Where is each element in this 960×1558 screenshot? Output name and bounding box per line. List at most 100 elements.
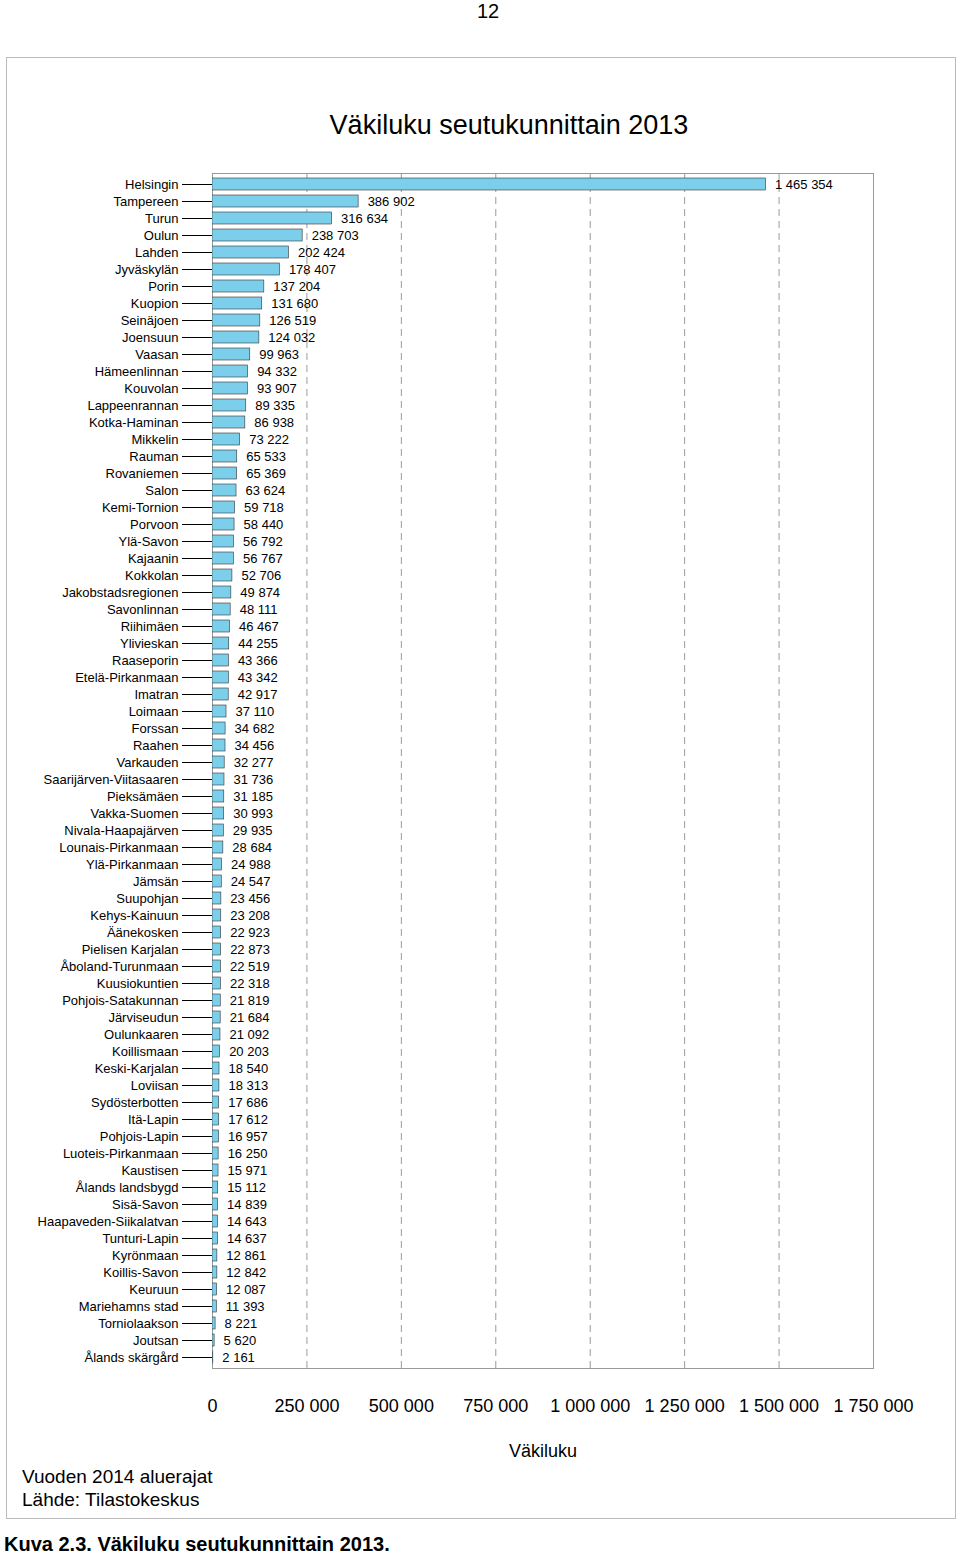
svg-text:Pieksämäen: Pieksämäen (107, 789, 179, 804)
svg-text:Kotka-Haminan: Kotka-Haminan (89, 415, 179, 430)
svg-text:Lahden: Lahden (135, 245, 178, 260)
svg-text:Loviisan: Loviisan (131, 1078, 179, 1093)
svg-text:29 935: 29 935 (233, 823, 273, 838)
svg-text:1 750 000: 1 750 000 (833, 1396, 913, 1416)
svg-text:16 250: 16 250 (228, 1146, 268, 1161)
svg-text:Riihimäen: Riihimäen (121, 619, 179, 634)
svg-text:Åboland-Turunmaan: Åboland-Turunmaan (60, 959, 178, 974)
svg-text:42 917: 42 917 (238, 687, 278, 702)
svg-text:14 643: 14 643 (227, 1214, 267, 1229)
svg-text:59 718: 59 718 (244, 500, 284, 515)
svg-text:Hämeenlinnan: Hämeenlinnan (95, 364, 179, 379)
svg-text:Tampereen: Tampereen (113, 194, 178, 209)
svg-text:316 634: 316 634 (341, 211, 388, 226)
svg-text:Kouvolan: Kouvolan (124, 381, 178, 396)
svg-text:56 792: 56 792 (243, 534, 283, 549)
svg-text:43 366: 43 366 (238, 653, 278, 668)
svg-text:Koillismaan: Koillismaan (112, 1044, 178, 1059)
svg-text:24 547: 24 547 (231, 874, 271, 889)
svg-text:Ylä-Savon: Ylä-Savon (119, 534, 179, 549)
svg-text:11 393: 11 393 (226, 1299, 265, 1314)
svg-text:43 342: 43 342 (238, 670, 278, 685)
svg-text:37 110: 37 110 (236, 704, 275, 719)
svg-text:23 208: 23 208 (230, 908, 270, 923)
svg-text:Varkauden: Varkauden (117, 755, 179, 770)
svg-text:Pielisen Karjalan: Pielisen Karjalan (82, 942, 179, 957)
svg-text:Seinäjoen: Seinäjoen (121, 313, 179, 328)
svg-text:500 000: 500 000 (369, 1396, 434, 1416)
svg-text:178 407: 178 407 (289, 262, 336, 277)
svg-text:48 111: 48 111 (240, 602, 278, 617)
svg-text:Tunturi-Lapin: Tunturi-Lapin (102, 1231, 178, 1246)
svg-text:Jämsän: Jämsän (133, 874, 179, 889)
svg-text:Väkiluku: Väkiluku (509, 1441, 577, 1461)
svg-text:Forssan: Forssan (132, 721, 179, 736)
svg-text:46 467: 46 467 (239, 619, 279, 634)
svg-text:89 335: 89 335 (255, 398, 295, 413)
svg-text:86 938: 86 938 (254, 415, 294, 430)
svg-text:Koillis-Savon: Koillis-Savon (103, 1265, 178, 1280)
svg-text:65 533: 65 533 (246, 449, 286, 464)
svg-text:Torniolaakson: Torniolaakson (98, 1316, 178, 1331)
svg-text:8 221: 8 221 (225, 1316, 258, 1331)
svg-text:Salon: Salon (145, 483, 178, 498)
svg-text:12 842: 12 842 (226, 1265, 266, 1280)
svg-text:238 703: 238 703 (312, 228, 359, 243)
svg-text:22 318: 22 318 (230, 976, 270, 991)
svg-text:31 185: 31 185 (233, 789, 273, 804)
svg-text:63 624: 63 624 (246, 483, 286, 498)
svg-text:58 440: 58 440 (244, 517, 284, 532)
svg-text:Äänekosken: Äänekosken (107, 925, 179, 940)
svg-text:Kuusiokuntien: Kuusiokuntien (97, 976, 179, 991)
svg-text:Jyväskylän: Jyväskylän (115, 262, 179, 277)
svg-text:Kemi-Tornion: Kemi-Tornion (102, 500, 179, 515)
svg-text:Ålands landsbygd: Ålands landsbygd (76, 1180, 179, 1195)
svg-text:Lappeenrannan: Lappeenrannan (87, 398, 178, 413)
svg-text:52 706: 52 706 (241, 568, 281, 583)
svg-text:Ålands skärgård: Ålands skärgård (85, 1350, 179, 1365)
svg-text:0: 0 (207, 1396, 217, 1416)
svg-text:16 957: 16 957 (228, 1129, 268, 1144)
svg-text:23 456: 23 456 (230, 891, 270, 906)
svg-text:Kajaanin: Kajaanin (128, 551, 179, 566)
svg-text:56 767: 56 767 (243, 551, 283, 566)
svg-text:750 000: 750 000 (463, 1396, 528, 1416)
svg-text:17 612: 17 612 (228, 1112, 268, 1127)
svg-text:31 736: 31 736 (233, 772, 273, 787)
svg-text:12 087: 12 087 (226, 1282, 266, 1297)
svg-text:Pohjois-Satakunnan: Pohjois-Satakunnan (62, 993, 178, 1008)
svg-text:Järviseudun: Järviseudun (108, 1010, 178, 1025)
svg-text:Joensuun: Joensuun (122, 330, 178, 345)
svg-text:1 465 354: 1 465 354 (775, 177, 833, 192)
svg-text:386 902: 386 902 (368, 194, 415, 209)
svg-text:Kyrönmaan: Kyrönmaan (112, 1248, 178, 1263)
svg-text:Suupohjan: Suupohjan (116, 891, 178, 906)
svg-text:Kehys-Kainuun: Kehys-Kainuun (90, 908, 178, 923)
svg-text:202 424: 202 424 (298, 245, 345, 260)
svg-text:34 456: 34 456 (235, 738, 275, 753)
svg-text:137 204: 137 204 (273, 279, 320, 294)
svg-text:Rauman: Rauman (129, 449, 178, 464)
svg-text:21 819: 21 819 (230, 993, 270, 1008)
svg-text:Vaasan: Vaasan (135, 347, 178, 362)
svg-text:93 907: 93 907 (257, 381, 297, 396)
svg-text:Raaseporin: Raaseporin (112, 653, 179, 668)
svg-text:24 988: 24 988 (231, 857, 271, 872)
svg-text:126 519: 126 519 (269, 313, 316, 328)
svg-text:20 203: 20 203 (229, 1044, 269, 1059)
svg-text:15 971: 15 971 (228, 1163, 268, 1178)
svg-text:131 680: 131 680 (271, 296, 318, 311)
svg-text:44 255: 44 255 (238, 636, 278, 651)
svg-text:14 637: 14 637 (227, 1231, 267, 1246)
svg-text:21 684: 21 684 (230, 1010, 270, 1025)
svg-text:94 332: 94 332 (257, 364, 297, 379)
svg-text:Mariehamns stad: Mariehamns stad (79, 1299, 179, 1314)
svg-text:18 313: 18 313 (228, 1078, 268, 1093)
svg-text:Rovaniemen: Rovaniemen (106, 466, 179, 481)
svg-text:32 277: 32 277 (234, 755, 274, 770)
svg-text:Lounais-Pirkanmaan: Lounais-Pirkanmaan (59, 840, 178, 855)
svg-text:Helsingin: Helsingin (125, 177, 178, 192)
svg-text:Kuopion: Kuopion (131, 296, 179, 311)
svg-text:1 000 000: 1 000 000 (550, 1396, 630, 1416)
svg-text:65 369: 65 369 (246, 466, 286, 481)
